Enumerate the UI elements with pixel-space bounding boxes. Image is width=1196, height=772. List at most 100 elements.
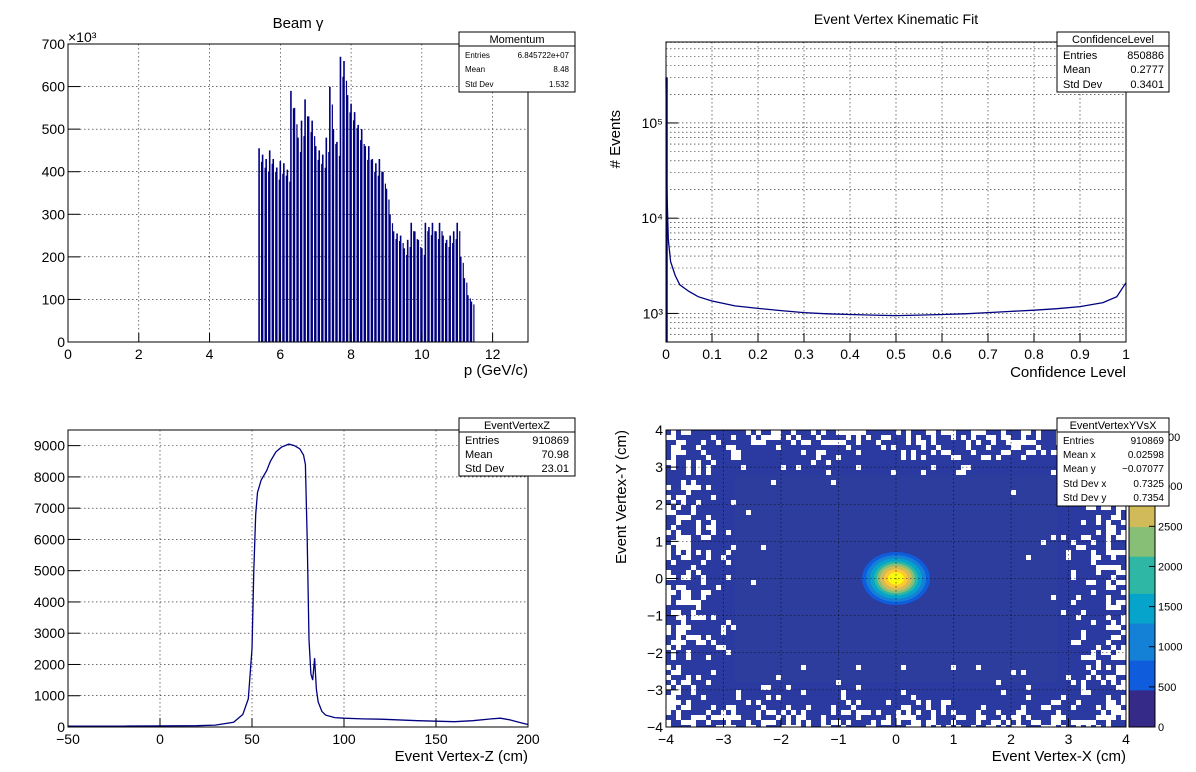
vertexyx-empty-bin	[1041, 540, 1046, 545]
vertexyx-empty-bin	[666, 720, 671, 725]
vertexyx-empty-bin	[986, 445, 991, 450]
vertexyx-empty-bin	[671, 500, 676, 505]
vertexyx-empty-bin	[681, 535, 686, 540]
vertexyx-empty-bin	[1091, 620, 1096, 625]
vertexyx-empty-bin	[951, 455, 956, 460]
vertexyx-empty-bin	[801, 690, 806, 695]
vertexyx-empty-bin	[946, 450, 951, 455]
vertexyx-empty-bin	[831, 705, 836, 710]
vertexyx-empty-bin	[746, 510, 751, 515]
vertexyx-empty-bin	[846, 430, 851, 435]
vertexyx-palette-segment	[1129, 563, 1155, 572]
vertexyx-empty-bin	[671, 430, 676, 435]
vertexyx-empty-bin	[971, 430, 976, 435]
vertexyx-empty-bin	[1106, 615, 1111, 620]
stats-label: Std Dev y	[1063, 493, 1106, 504]
vertexyx-stats-box: EventVertexYVsX Entries 910869 Mean x 0.…	[1056, 417, 1170, 507]
vertexyx-empty-bin	[681, 595, 686, 600]
vertexyx-empty-bin	[731, 435, 736, 440]
vertexyx-empty-bin	[1001, 430, 1006, 435]
vertexz-frame	[67, 429, 529, 728]
stats-label: Entries	[465, 435, 500, 447]
vertexyx-empty-bin	[926, 705, 931, 710]
vertexyx-empty-bin	[1121, 550, 1126, 555]
vertexyx-empty-bin	[666, 645, 671, 650]
vertexyx-empty-bin	[676, 685, 681, 690]
vertexyx-empty-bin	[1106, 540, 1111, 545]
vertexyx-empty-bin	[1021, 670, 1026, 675]
vertexyx-empty-bin	[671, 455, 676, 460]
vertexyx-empty-bin	[786, 705, 791, 710]
momentum-y-exponent: ×10³	[68, 29, 97, 45]
stats-value: 910869	[1131, 436, 1165, 447]
vertexyx-empty-bin	[1121, 700, 1126, 705]
vertexyx-empty-bin	[916, 435, 921, 440]
vertexyx-empty-bin	[686, 540, 691, 545]
vertexyx-empty-bin	[941, 430, 946, 435]
vertexyx-empty-bin	[866, 435, 871, 440]
vertexyx-empty-bin	[1116, 505, 1121, 510]
vertexyx-empty-bin	[1111, 530, 1116, 535]
vertexz-y-tick-label: 1000	[34, 688, 65, 704]
vertexz-y-tick-label: 4000	[34, 594, 65, 610]
vertexyx-empty-bin	[1106, 585, 1111, 590]
vertexyx-empty-bin	[671, 450, 676, 455]
vertexyx-empty-bin	[666, 585, 671, 590]
vertexyx-palette-segment	[1129, 652, 1155, 661]
vertexyx-empty-bin	[866, 710, 871, 715]
vertexyx-x-tick-label: −2	[773, 731, 789, 747]
vertexyx-empty-bin	[956, 455, 961, 460]
vertexyx-empty-bin	[1116, 685, 1121, 690]
vertexyx-empty-bin	[1116, 605, 1121, 610]
vertexyx-z-tick-label: 1000	[1158, 642, 1182, 654]
vertexyx-empty-bin	[1121, 620, 1126, 625]
vertexyx-empty-bin	[1051, 450, 1056, 455]
vertexyx-empty-bin	[1116, 600, 1121, 605]
vertexyx-empty-bin	[951, 710, 956, 715]
vertexyx-empty-bin	[941, 705, 946, 710]
momentum-x-tick-label: 2	[135, 346, 143, 362]
vertexyx-empty-bin	[806, 720, 811, 725]
vertexyx-empty-bin	[991, 435, 996, 440]
vertexyx-empty-bin	[1106, 675, 1111, 680]
vertexyx-empty-bin	[706, 485, 711, 490]
vertexyx-empty-bin	[1121, 655, 1126, 660]
vertexz-axes: −50 0 50 100 150 2000100020003000400050006000…	[34, 438, 540, 747]
vertexyx-empty-bin	[931, 435, 936, 440]
vertexyx-empty-bin	[1086, 580, 1091, 585]
momentum-y-tick-label: 0	[57, 334, 65, 350]
vertexyx-empty-bin	[1116, 510, 1121, 515]
vertexyx-empty-bin	[1111, 625, 1116, 630]
vertexyx-empty-bin	[666, 685, 671, 690]
vertexyx-empty-bin	[876, 440, 881, 445]
vertexyx-panel: −4 −3 −2 −1 0 1 2 3 4 −4 −3 −2 −1 0 1 2 3 4 0 500 1000 1500 2…	[613, 417, 1182, 765]
vertexyx-empty-bin	[1116, 515, 1121, 520]
vertexyx-empty-bin	[741, 465, 746, 470]
vertexyx-empty-bin	[856, 435, 861, 440]
vertexyx-palette-segment	[1129, 667, 1155, 676]
vertexyx-empty-bin	[671, 700, 676, 705]
vertexyx-empty-bin	[766, 720, 771, 725]
confidence-x-tick-label: 0.5	[886, 346, 906, 362]
vertexyx-empty-bin	[761, 685, 766, 690]
vertexyx-empty-bin	[871, 720, 876, 725]
vertexyx-empty-bin	[1121, 680, 1126, 685]
vertexz-y-tick-label: 7000	[34, 500, 65, 516]
vertexyx-empty-bin	[956, 715, 961, 720]
vertexyx-empty-bin	[736, 450, 741, 455]
vertexyx-empty-bin	[851, 705, 856, 710]
vertexyx-empty-bin	[996, 710, 1001, 715]
vertexyx-empty-bin	[981, 430, 986, 435]
vertexyx-palette-segment	[1129, 608, 1155, 617]
vertexyx-empty-bin	[916, 720, 921, 725]
vertexyx-empty-bin	[671, 655, 676, 660]
vertexyx-empty-bin	[856, 450, 861, 455]
stats-label: Std Dev	[1063, 79, 1103, 91]
vertexyx-empty-bin	[706, 590, 711, 595]
vertexyx-empty-bin	[1001, 435, 1006, 440]
vertexyx-empty-bin	[1111, 565, 1116, 570]
vertexyx-empty-bin	[671, 435, 676, 440]
vertexyx-z-top-label: 00	[1168, 432, 1180, 444]
vertexyx-empty-bin	[896, 430, 901, 435]
vertexyx-empty-bin	[751, 435, 756, 440]
